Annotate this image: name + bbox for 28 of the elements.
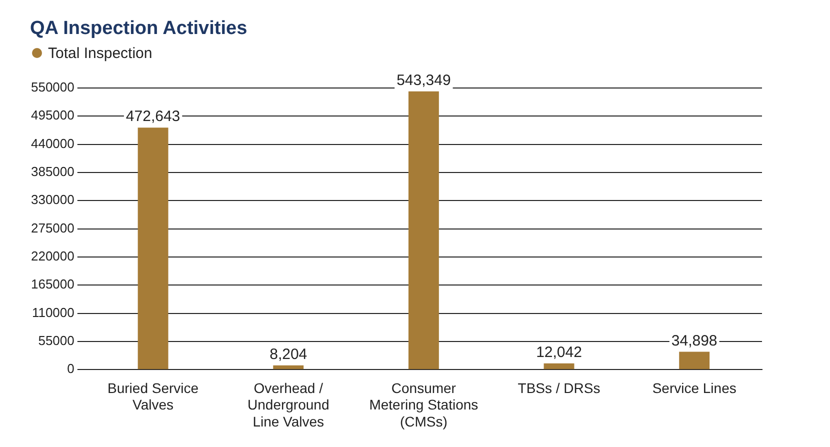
data-label: 12,042 [536,344,582,362]
data-label: 472,643 [126,108,180,126]
y-tick-label: 440000 [30,136,74,151]
chart-title: QA Inspection Activities [29,17,248,40]
legend-label: Total Inspection [47,44,152,64]
x-tick-label: Consumer Metering Stations (CMSs) [369,380,478,430]
x-tick-label: Buried Service Valves [108,380,199,413]
y-tick-label: 330000 [30,192,74,208]
data-label: 8,204 [270,346,308,364]
data-label: 543,349 [396,72,451,90]
y-tick-label: 55000 [38,333,74,348]
y-tick-label: 275000 [30,220,74,236]
data-label: 34,898 [671,332,718,350]
bar [544,363,574,370]
y-tick-label: 220000 [30,248,74,264]
bar [273,365,304,370]
y-tick-label: 0 [67,361,74,376]
y-tick-label: 385000 [30,164,74,180]
bar [679,352,710,370]
y-tick-label: 495000 [30,108,74,123]
y-tick-label: 165000 [30,276,74,292]
bar [138,128,168,370]
bar [408,91,439,370]
y-tick-label: 550000 [30,80,74,95]
y-tick-label: 110000 [32,304,74,320]
x-tick-label: Overhead / Underground Line Valves [248,380,330,430]
x-tick-label: Service Lines [652,380,736,396]
x-tick-label: TBSs / DRSs [518,380,600,396]
